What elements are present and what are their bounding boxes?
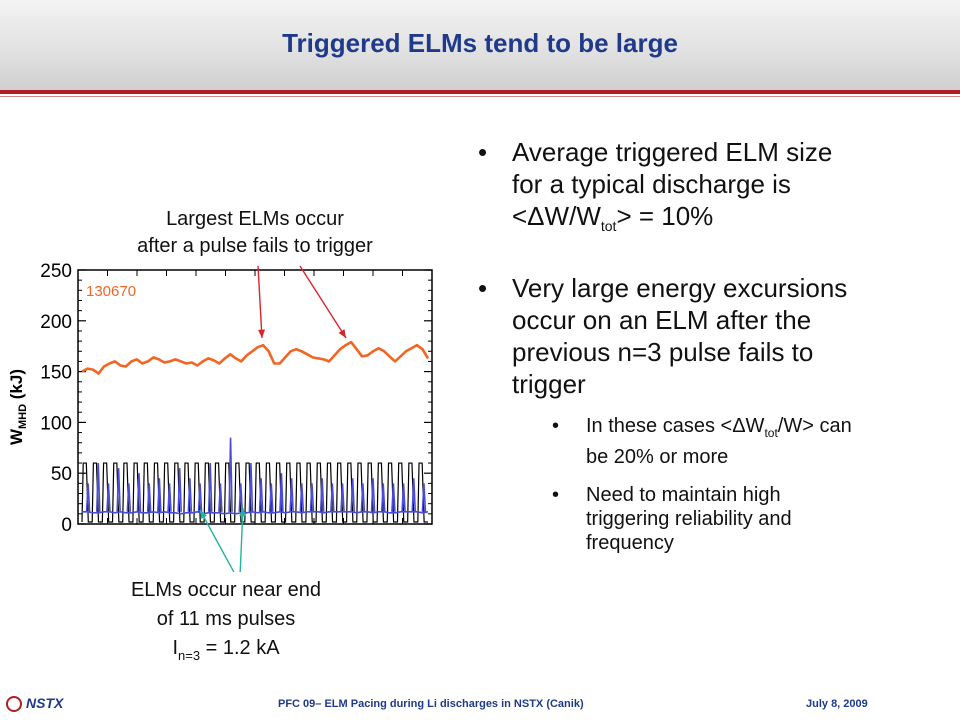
- elm-spike: [421, 483, 427, 512]
- y-tick-label: 150: [40, 363, 72, 384]
- elm-spike: [85, 483, 91, 512]
- elm-spike: [106, 483, 111, 512]
- arrow-largest-elm-2: [299, 265, 347, 339]
- nstx-logo: NSTX: [6, 695, 63, 712]
- y-tick-label: 250: [40, 262, 72, 282]
- elm-spike: [146, 483, 152, 512]
- footer-presentation: PFC 09– ELM Pacing during Li discharges …: [278, 698, 584, 710]
- bullet-dot: •: [552, 484, 560, 506]
- arrow-elm-near-end-2: [239, 507, 244, 572]
- wmhd-chart: 250 200 150 100 50 0 WMHD (kJ) 130670: [7, 262, 433, 572]
- elm-spike: [258, 478, 264, 512]
- elm-spike: [279, 473, 284, 512]
- bullet-dot: •: [478, 273, 488, 303]
- title-rule-thin: [0, 96, 960, 97]
- nstx-ring-icon: [6, 696, 22, 712]
- orange-series-line: [81, 340, 430, 375]
- bullet-dot: •: [478, 137, 488, 167]
- shot-number-label: 130670: [86, 283, 136, 300]
- elm-spike: [228, 437, 233, 512]
- elm-spike: [309, 483, 315, 512]
- elm-spike: [116, 468, 121, 512]
- elm-spike: [340, 483, 345, 512]
- annotation-elms-pulse-end: ELMs occur near end of 11 ms pulses In=3…: [130, 579, 322, 663]
- elm-spike: [401, 483, 406, 512]
- blue-series-line: [82, 510, 429, 515]
- elm-spike: [218, 483, 223, 512]
- elm-spike: [299, 483, 305, 512]
- y-tick-label: 50: [51, 464, 72, 485]
- elm-spike: [197, 483, 203, 512]
- subbullet-twenty-percent: • In these cases <ΔWtot/W> can be 20% or…: [552, 415, 852, 468]
- elm-spike: [289, 478, 294, 512]
- elm-spike: [187, 478, 193, 512]
- arrow-largest-elm-2-head: [338, 329, 346, 338]
- elm-spike: [248, 463, 254, 512]
- bullet-dot: •: [552, 415, 560, 437]
- y-axis-label: WMHD (kJ): [7, 369, 29, 445]
- elm-spike: [411, 478, 417, 512]
- arrow-elm-near-end-1: [199, 509, 235, 572]
- y-tick-label: 200: [40, 312, 72, 333]
- elm-spike: [238, 483, 244, 512]
- elm-spike: [380, 483, 386, 512]
- elm-spike: [360, 483, 366, 512]
- bullet-average-elm-size: • Average triggered ELM size for a typic…: [478, 137, 833, 234]
- title-rule: [0, 90, 960, 94]
- elm-spike: [350, 478, 355, 512]
- arrow-elm-near-end-2-head: [239, 508, 247, 517]
- elm-spike: [126, 483, 132, 512]
- elm-spike: [319, 478, 325, 512]
- elm-spike: [268, 483, 274, 512]
- arrow-elm-near-end-1-head: [200, 510, 208, 519]
- bullet-large-excursions: • Very large energy excursions occur on …: [478, 272, 948, 555]
- subbullet-reliability: • Need to maintain high triggering relia…: [552, 484, 792, 554]
- elm-spike: [370, 478, 376, 512]
- elm-spike: [95, 463, 101, 512]
- elm-spike: [167, 483, 172, 512]
- elm-spike: [391, 483, 396, 512]
- arrow-largest-elm-1-head: [258, 329, 266, 338]
- title-bar: [0, 0, 960, 90]
- elm-spike: [207, 463, 213, 512]
- y-tick-label: 100: [40, 413, 72, 434]
- y-tick-label: 0: [61, 515, 72, 536]
- footer-date: July 8, 2009: [806, 698, 868, 710]
- elm-spike: [136, 473, 142, 512]
- bullet-list: • Average triggered ELM size for a typic…: [478, 136, 948, 585]
- arrow-largest-elm-1: [257, 265, 263, 339]
- elm-spike: [330, 483, 335, 512]
- annotation-largest-elms: Largest ELMs occur after a pulse fails t…: [137, 208, 373, 257]
- slide-title: Triggered ELMs tend to be large: [282, 28, 678, 58]
- elm-spike: [177, 468, 182, 512]
- elm-spike: [157, 478, 162, 512]
- plot-frame: [77, 269, 433, 525]
